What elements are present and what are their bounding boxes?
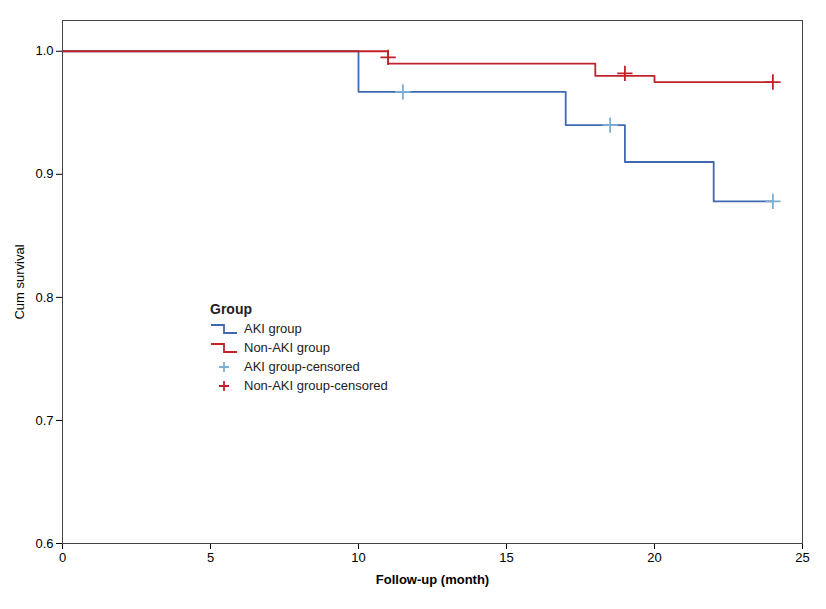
html-text:Non-AKI group-censored: Non-AKI group-censored [244, 378, 388, 394]
svg-text:5: 5 [207, 550, 214, 565]
svg-text:0.8: 0.8 [35, 290, 53, 305]
svg-text:0.6: 0.6 [35, 536, 53, 551]
svg-text:0.9: 0.9 [35, 166, 53, 181]
svg-text:1.0: 1.0 [35, 43, 53, 58]
svg-text:Cum survival: Cum survival [12, 244, 27, 319]
svg-text:Follow-up (month): Follow-up (month) [376, 572, 489, 587]
html-text:AKI group: AKI group [244, 321, 302, 337]
svg-text:10: 10 [351, 550, 365, 565]
svg-text:0: 0 [59, 550, 66, 565]
svg-text:15: 15 [499, 550, 513, 565]
html-text:Group: Group [210, 300, 252, 317]
svg-text:20: 20 [647, 550, 661, 565]
svg-text:25: 25 [795, 550, 809, 565]
html-text:AKI group-censored: AKI group-censored [244, 359, 360, 375]
svg-text:0.7: 0.7 [35, 413, 53, 428]
html-text:Non-AKI group: Non-AKI group [244, 340, 330, 356]
